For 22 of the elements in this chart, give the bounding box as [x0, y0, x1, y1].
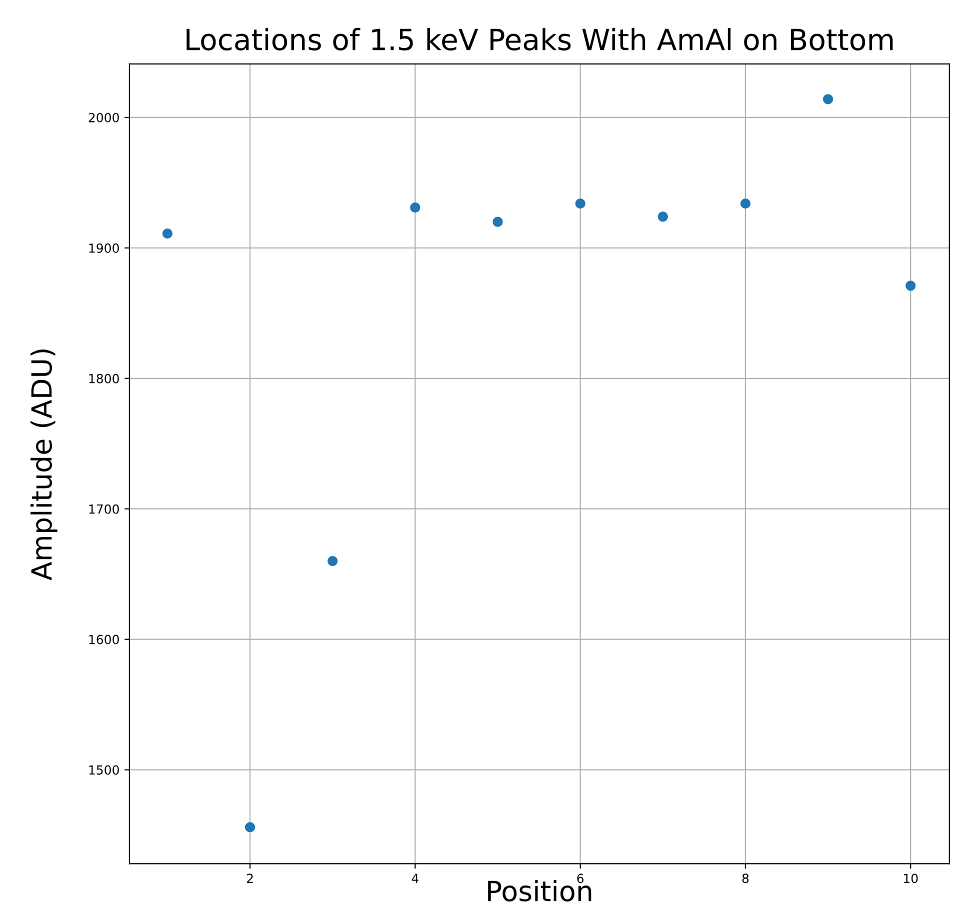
y-tick-label: 1900: [89, 243, 119, 253]
y-tick-label: 1500: [89, 765, 119, 775]
x-tick-label: 8: [742, 874, 749, 884]
x-tick-label: 10: [904, 874, 918, 884]
y-axis-title: Amplitude (ADU): [30, 349, 58, 580]
x-tick-label: 2: [246, 874, 253, 883]
point: [492, 216, 503, 227]
point: [822, 94, 834, 104]
point: [575, 198, 586, 209]
y-tick-label: 1800: [89, 374, 119, 384]
point: [410, 202, 420, 213]
chart-title: Locations of 1.5 keV Peaks With AmAl on Bottom: [186, 28, 893, 51]
point: [740, 198, 751, 209]
point: [906, 280, 916, 291]
y-tick-label: 2000: [88, 112, 119, 122]
x-tick-label: 4: [412, 874, 418, 883]
point: [328, 556, 338, 566]
point: [244, 822, 256, 832]
y-tick-label: 1700: [89, 504, 119, 514]
point: [658, 212, 668, 222]
point: [162, 228, 173, 239]
y-tick-label: 1600: [89, 634, 119, 644]
